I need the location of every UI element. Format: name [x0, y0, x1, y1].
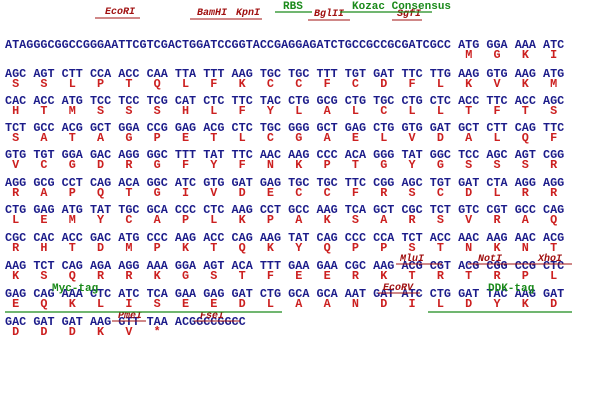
- dna-sequence: AGG GCG CCT CAG ACA GGC ATC GTG GAT GAG …: [5, 176, 564, 190]
- restriction-site: XhoI: [537, 253, 562, 265]
- dna-sequence: GTG TGT GGA GAC AGG GGC TTT TAT TTC AAC …: [5, 148, 564, 162]
- dna-sequence: ATAGGGCGGCCGGGAATTCGTCGACTGGATCCGGTACCGA…: [5, 38, 564, 52]
- restriction-site: NotI: [478, 254, 502, 265]
- feature-label: Kozac Consensus: [352, 1, 451, 13]
- feature-label: DDK-tag: [488, 283, 534, 295]
- feature-label: RBS: [283, 1, 303, 13]
- amino-acids: V C G D R G F Y F N K P T G Y G S S S R: [12, 158, 558, 172]
- amino-acids: H T M S S S H L F Y L A L C L L T F T S: [12, 104, 557, 118]
- amino-acids: S A T A G P E T L C G A E L V D A L Q F: [12, 131, 557, 145]
- restriction-site: EcoRV: [383, 283, 414, 294]
- dna-sequence: CGC CAC ACC GAC ATG CCC AAG ACC CAG AAG …: [5, 231, 564, 245]
- amino-acids: M G K I: [465, 48, 557, 62]
- restriction-site: KpnI: [236, 8, 260, 19]
- dna-sequence: CAC ACC ATG TCC TCC TCG CAT CTC TTC TAC …: [5, 94, 564, 108]
- amino-acids: R A P Q T G I V D E C C F R S C D L R R: [12, 186, 558, 200]
- amino-acids: S S L P T Q L F K C C F C D F L K V K M: [12, 77, 557, 91]
- restriction-site: SgfI: [397, 8, 421, 20]
- dna-sequence: TCT GCC ACG GCT GGA CCG GAG ACG CTC TGC …: [5, 121, 564, 135]
- amino-acids: K S Q R R K G S T F E E R K T R T R P L: [12, 269, 557, 283]
- dna-sequence: AAG TCT CAG AGA AGG AAA GGA AGT ACA TTT …: [5, 259, 564, 273]
- restriction-site: BglII: [314, 8, 344, 20]
- restriction-site: MluI: [399, 253, 424, 265]
- dna-sequence: AGC AGT CTT CCA ACC CAA TTA TTT AAG TGC …: [5, 67, 564, 81]
- amino-acids: R H T D M P K T Q K Y Q P P S T N K N T: [12, 241, 557, 255]
- amino-acids: E Q K L I S E E D L A A N D I L D Y K D: [12, 297, 557, 311]
- feature-label: Myc-tag: [52, 283, 98, 295]
- dna-sequence: CTG GAG ATG TAT TGC GCA CCC CTC AAG CCT …: [5, 203, 564, 217]
- restriction-site: BamHI: [197, 8, 227, 19]
- dna-sequence: GAC GAT GAT AAG GTT TAA ACGGCCGGCC: [5, 315, 246, 329]
- dna-sequence: GAG CAG AAA CTC ATC TCA GAA GAG GAT CTG …: [5, 287, 564, 301]
- restriction-site: PmeI: [118, 311, 142, 322]
- restriction-site: EcoRI: [105, 7, 135, 18]
- restriction-site: FseI: [200, 311, 224, 322]
- amino-acids: L E M Y C A P L K P A K S A R S V R A Q: [12, 213, 557, 227]
- amino-acids: D D D K V *: [12, 325, 161, 339]
